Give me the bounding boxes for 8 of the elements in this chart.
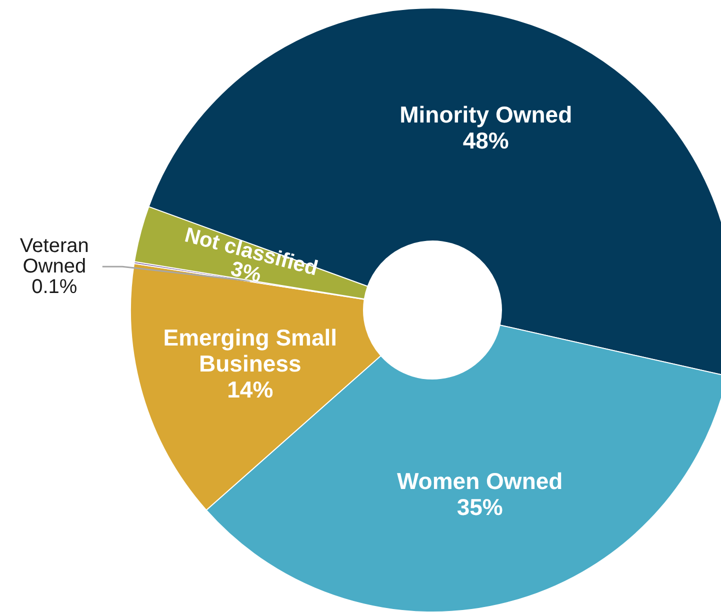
data-label: 48% (462, 128, 509, 154)
slice-label: Minority Owned (400, 102, 572, 128)
data-label: 14% (227, 376, 274, 402)
data-label: 35% (456, 494, 503, 520)
slice-label: Emerging Small Business (163, 324, 338, 376)
data-label: 0.1% (32, 276, 78, 298)
slice-label: Women Owned (397, 468, 563, 494)
slice-label: Veteran Owned (20, 235, 89, 278)
